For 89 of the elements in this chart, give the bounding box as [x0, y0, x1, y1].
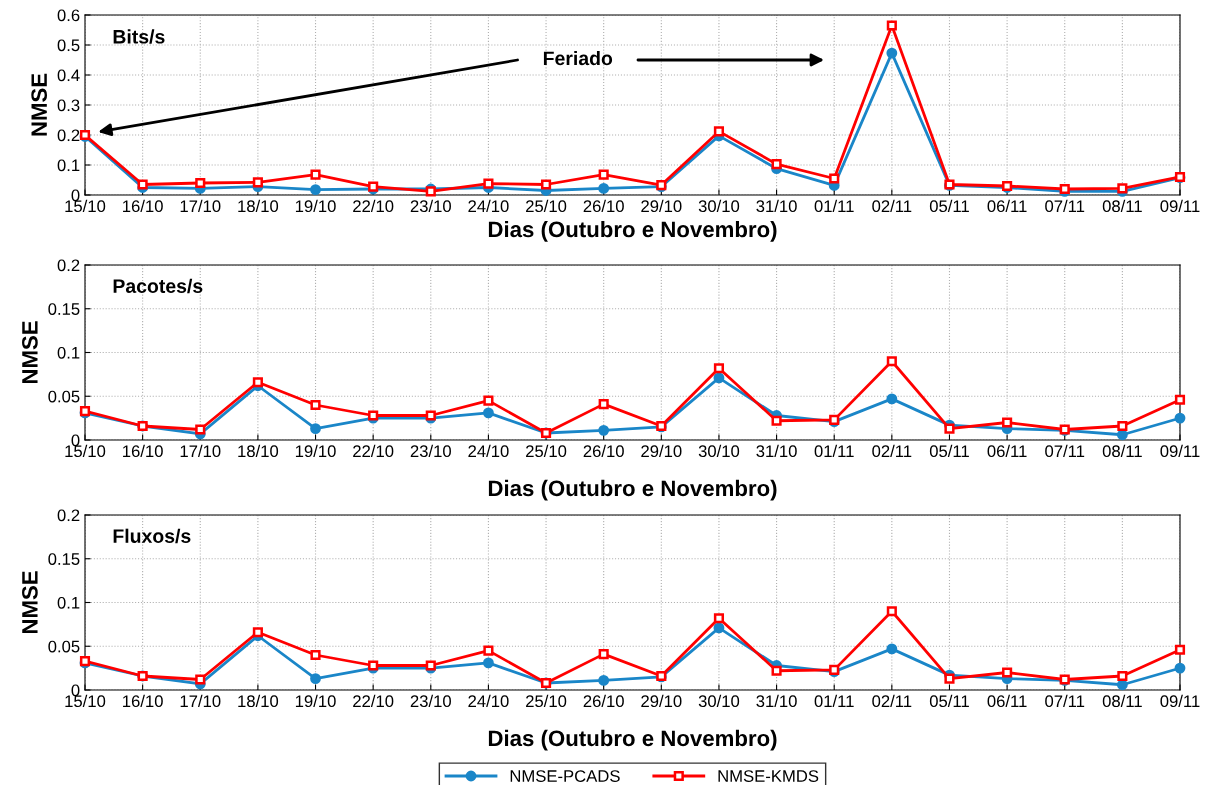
- x-axis-title: Dias (Outubro e Novembro): [488, 220, 777, 242]
- x-tick-label: 29/10: [641, 694, 682, 708]
- x-tick-label: 30/10: [698, 694, 740, 708]
- y-axis-title: NMSE: [31, 73, 48, 136]
- x-tick-label: 26/10: [583, 199, 624, 213]
- x-tick-label: 09/11: [1160, 444, 1200, 458]
- x-tick-label: 06/11: [987, 199, 1027, 213]
- y-tick-label: 0.5: [57, 39, 80, 52]
- x-tick-label: 22/10: [353, 694, 394, 708]
- x-tick-label: 22/10: [353, 199, 394, 213]
- x-tick-label: 05/11: [929, 444, 969, 458]
- x-tick-label: 17/10: [180, 199, 221, 213]
- x-tick-label: 17/10: [180, 694, 221, 708]
- annotation: Feriado: [543, 50, 613, 66]
- x-tick-label: 01/11: [814, 694, 854, 708]
- y-tick-label: 0.05: [48, 640, 80, 653]
- x-tick-label: 16/10: [123, 444, 163, 458]
- x-tick-label: 23/10: [410, 694, 451, 708]
- x-tick-label: 08/11: [1102, 444, 1142, 458]
- x-tick-label: 18/10: [238, 694, 279, 708]
- y-tick-label: 0.05: [48, 390, 80, 403]
- x-tick-label: 25/10: [526, 199, 567, 213]
- x-tick-label: 07/11: [1045, 694, 1085, 708]
- x-tick-label: 25/10: [526, 694, 567, 708]
- y-tick-label: 0.15: [48, 553, 80, 565]
- y-tick-label: 0.2: [57, 259, 80, 272]
- legend-label: NMSE-PCADS: [510, 770, 620, 782]
- x-tick-label: 25/10: [526, 444, 567, 458]
- y-axis-title: NMSE: [22, 321, 38, 384]
- x-tick-label: 15/10: [65, 199, 106, 213]
- x-axis-title: Dias (Outubro e Novembro): [488, 479, 777, 501]
- x-tick-label: 30/10: [698, 199, 740, 213]
- x-tick-label: 02/11: [872, 694, 912, 708]
- y-tick-label: 0.3: [57, 99, 80, 112]
- x-tick-label: 26/10: [583, 694, 624, 708]
- x-tick-label: 08/11: [1102, 199, 1142, 213]
- x-tick-label: 18/10: [238, 444, 279, 458]
- y-tick-label: 0: [71, 434, 80, 447]
- x-tick-label: 07/11: [1045, 444, 1085, 458]
- x-tick-label: 16/10: [123, 199, 163, 213]
- y-tick-label: 0.6: [57, 9, 80, 22]
- x-tick-label: 15/10: [65, 694, 106, 708]
- legend-label: NMSE-KMDS: [718, 770, 819, 782]
- y-tick-label: 0.1: [57, 159, 80, 172]
- x-tick-label: 05/11: [929, 199, 969, 213]
- text: Pacotes/s: [113, 278, 203, 294]
- x-tick-label: 19/10: [295, 444, 336, 458]
- x-tick-label: 31/10: [756, 444, 797, 458]
- x-tick-label: 02/11: [872, 199, 912, 213]
- x-tick-label: 07/11: [1045, 199, 1085, 213]
- x-tick-label: 29/10: [641, 199, 682, 213]
- x-tick-label: 18/10: [238, 199, 279, 213]
- y-tick-label: 0.2: [57, 509, 80, 522]
- x-tick-label: 22/10: [353, 444, 394, 458]
- x-tick-label: 23/10: [410, 444, 451, 458]
- x-tick-label: 26/10: [583, 444, 624, 458]
- x-tick-label: 02/11: [872, 444, 912, 458]
- x-tick-label: 24/10: [468, 444, 509, 458]
- x-tick-label: 31/10: [756, 694, 797, 708]
- y-tick-label: 0: [71, 189, 80, 202]
- x-tick-label: 01/11: [814, 444, 854, 458]
- y-tick-label: 0: [71, 684, 80, 697]
- x-tick-label: 06/11: [987, 694, 1027, 708]
- x-tick-label: 19/10: [295, 694, 336, 708]
- x-tick-label: 08/11: [1102, 694, 1142, 708]
- x-tick-label: 24/10: [468, 694, 509, 708]
- x-tick-label: 29/10: [641, 444, 682, 458]
- y-tick-label: 0.4: [57, 69, 80, 82]
- x-tick-label: 24/10: [468, 199, 509, 213]
- x-tick-label: 19/10: [295, 199, 336, 213]
- x-tick-label: 09/11: [1160, 694, 1200, 708]
- x-tick-label: 31/10: [756, 199, 797, 213]
- x-axis-title: Dias (Outubro e Novembro): [488, 729, 777, 751]
- x-tick-label: 17/10: [180, 444, 221, 458]
- y-tick-label: 0.15: [48, 303, 80, 315]
- y-tick-label: 0.1: [57, 346, 80, 359]
- x-tick-label: 16/10: [123, 694, 163, 708]
- x-tick-label: 23/10: [410, 199, 451, 213]
- text: Bits/s: [113, 29, 165, 44]
- x-tick-label: 05/11: [929, 694, 969, 708]
- x-tick-label: 30/10: [698, 444, 740, 458]
- y-axis-title: NMSE: [22, 571, 38, 634]
- x-tick-label: 15/10: [65, 444, 106, 458]
- y-tick-label: 0.2: [57, 129, 80, 142]
- y-tick-label: 0.1: [57, 596, 80, 609]
- x-tick-label: 06/11: [987, 444, 1027, 458]
- text: Fluxos/s: [113, 528, 191, 544]
- x-tick-label: 01/11: [814, 199, 854, 213]
- x-tick-label: 09/11: [1160, 199, 1200, 213]
